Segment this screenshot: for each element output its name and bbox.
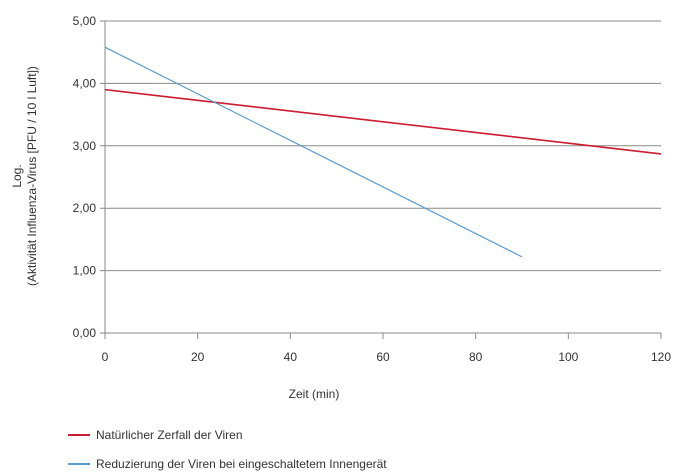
x-tick-label: 20 — [191, 350, 205, 364]
legend: Natürlicher Zerfall der Viren Reduzierung… — [68, 428, 387, 471]
x-tick-label: 100 — [558, 350, 578, 364]
series-line-2 — [104, 46, 523, 258]
x-tick-label: 80 — [469, 350, 483, 364]
y-tick-label: 5,00 — [73, 14, 97, 28]
series-line-1 — [104, 88, 662, 155]
legend-label-1: Natürlicher Zerfall der Viren — [96, 428, 243, 442]
x-tick-label: 60 — [376, 350, 390, 364]
y-axis-title-line-1: Log. — [10, 164, 24, 187]
x-tick-labels: 0 20 40 60 80 100 120 — [102, 333, 671, 364]
y-tick-label: 1,00 — [73, 264, 97, 278]
y-tick-label: 3,00 — [73, 139, 97, 153]
x-axis-title: Zeit (min) — [289, 387, 340, 401]
x-tick-label: 0 — [102, 350, 109, 364]
axes — [104, 21, 661, 334]
grid-lines — [100, 20, 661, 334]
x-tick-label: 120 — [651, 350, 671, 364]
y-tick-label: 0,00 — [73, 326, 97, 340]
y-tick-label: 4,00 — [73, 76, 97, 90]
y-axis-title-line-2: (Aktivität Influenza-Virus [PFU / 10 l L… — [25, 66, 39, 286]
legend-label-2: Reduzierung der Viren bei eingeschaltete… — [96, 457, 387, 471]
y-axis-title: Log. (Aktivität Influenza-Virus [PFU / 1… — [10, 66, 39, 286]
series-lines — [104, 46, 662, 258]
y-tick-label: 2,00 — [73, 201, 97, 215]
x-tick-label: 40 — [284, 350, 298, 364]
y-tick-labels: 0,00 1,00 2,00 3,00 4,00 5,00 — [73, 14, 97, 340]
